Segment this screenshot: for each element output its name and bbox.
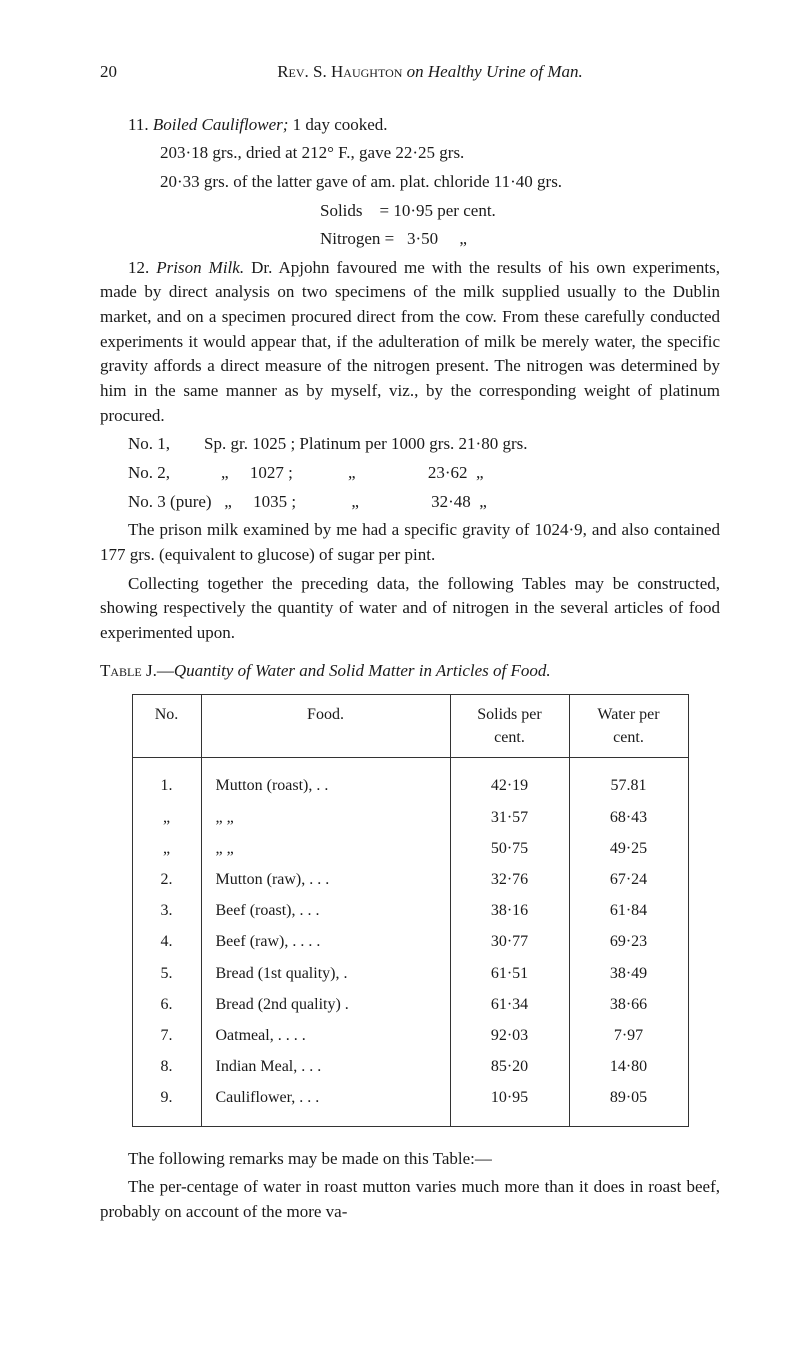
item-12-body: Dr. Apjohn favoured me with the results … [100, 258, 720, 425]
cell-water: 38·49 [569, 958, 688, 989]
cell-water: 14·80 [569, 1051, 688, 1082]
cell-solids: 10·95 [450, 1082, 569, 1126]
page-container: 20 Rev. S. Haughton on Healthy Urine of … [0, 0, 800, 1278]
item-11-name: Boiled Cauliflower; [153, 115, 289, 134]
running-header: 20 Rev. S. Haughton on Healthy Urine of … [100, 60, 720, 85]
table-caption: Table J.—Quantity of Water and Solid Mat… [100, 659, 720, 684]
cell-no: 1. [132, 758, 201, 802]
food-table: No. Food. Solids per cent. Water per cen… [132, 694, 689, 1126]
cell-food: Beef (roast), . . . [201, 895, 450, 926]
item-11-rest: 1 day cooked. [288, 115, 387, 134]
milk-para-2: The prison milk examined by me had a spe… [100, 518, 720, 567]
item-11-num: 11. [128, 115, 153, 134]
cell-water: 7·97 [569, 1020, 688, 1051]
table-row: 9. Cauliflower, . . . 10·95 89·05 [132, 1082, 688, 1126]
table-caption-prefix: Table J.— [100, 661, 174, 680]
cell-food: Bread (1st quality), . [201, 958, 450, 989]
cell-water: 68·43 [569, 802, 688, 833]
closing-para-1: The following remarks may be made on thi… [100, 1147, 720, 1172]
closing-para-2: The per-centage of water in roast mutton… [100, 1175, 720, 1224]
cell-food: Mutton (raw), . . . [201, 864, 450, 895]
table-row: 6. Bread (2nd quality) . 61·34 38·66 [132, 989, 688, 1020]
table-row: 7. Oatmeal, . . . . 92·03 7·97 [132, 1020, 688, 1051]
milk-row-2: No. 2, „ 1027 ; „ 23·62 „ [100, 461, 720, 486]
running-on: on [407, 62, 424, 81]
cell-water: 89·05 [569, 1082, 688, 1126]
cell-food: Oatmeal, . . . . [201, 1020, 450, 1051]
page-number: 20 [100, 60, 140, 85]
cell-solids: 85·20 [450, 1051, 569, 1082]
table-row: 2. Mutton (raw), . . . 32·76 67·24 [132, 864, 688, 895]
cell-solids: 42·19 [450, 758, 569, 802]
table-caption-rest: Quantity of Water and Solid Matter in Ar… [174, 661, 551, 680]
item-12: 12. Prison Milk. Dr. Apjohn favoured me … [100, 256, 720, 428]
cell-no: 2. [132, 864, 201, 895]
th-no: No. [132, 695, 201, 758]
table-row: 8. Indian Meal, . . . 85·20 14·80 [132, 1051, 688, 1082]
table-row: „ „ „ 31·57 68·43 [132, 802, 688, 833]
table-body: 1. Mutton (roast), . . 42·19 57.81 „ „ „… [132, 758, 688, 1126]
item-11-line3: 20·33 grs. of the latter gave of am. pla… [100, 170, 720, 195]
item-12-name: Prison Milk. [156, 258, 244, 277]
cell-water: 61·84 [569, 895, 688, 926]
cell-water: 69·23 [569, 926, 688, 957]
th-water: Water per cent. [569, 695, 688, 758]
table-header-row: No. Food. Solids per cent. Water per cen… [132, 695, 688, 758]
cell-food: „ „ [201, 802, 450, 833]
collect-para: Collecting together the preceding data, … [100, 572, 720, 646]
item-11-line4: Solids = 10·95 per cent. [320, 199, 720, 224]
table-row: 5. Bread (1st quality), . 61·51 38·49 [132, 958, 688, 989]
milk-row-1: No. 1, Sp. gr. 1025 ; Platinum per 1000 … [100, 432, 720, 457]
cell-solids: 32·76 [450, 864, 569, 895]
table-row: 3. Beef (roast), . . . 38·16 61·84 [132, 895, 688, 926]
cell-solids: 38·16 [450, 895, 569, 926]
cell-solids: 30·77 [450, 926, 569, 957]
th-food: Food. [201, 695, 450, 758]
cell-no: 3. [132, 895, 201, 926]
th-solids: Solids per cent. [450, 695, 569, 758]
cell-no: „ [132, 802, 201, 833]
cell-water: 57.81 [569, 758, 688, 802]
cell-no: 6. [132, 989, 201, 1020]
cell-food: Indian Meal, . . . [201, 1051, 450, 1082]
cell-food: Cauliflower, . . . [201, 1082, 450, 1126]
table-row: 1. Mutton (roast), . . 42·19 57.81 [132, 758, 688, 802]
cell-water: 67·24 [569, 864, 688, 895]
cell-no: 4. [132, 926, 201, 957]
cell-water: 49·25 [569, 833, 688, 864]
running-title: Rev. S. Haughton on Healthy Urine of Man… [140, 60, 720, 85]
cell-no: 5. [132, 958, 201, 989]
cell-solids: 61·51 [450, 958, 569, 989]
running-subject: Healthy Urine of Man. [428, 62, 583, 81]
table-row: 4. Beef (raw), . . . . 30·77 69·23 [132, 926, 688, 957]
cell-food: „ „ [201, 833, 450, 864]
cell-no: „ [132, 833, 201, 864]
item-11-line2: 203·18 grs., dried at 212° F., gave 22·2… [100, 141, 720, 166]
cell-solids: 50·75 [450, 833, 569, 864]
cell-food: Bread (2nd quality) . [201, 989, 450, 1020]
cell-water: 38·66 [569, 989, 688, 1020]
cell-solids: 61·34 [450, 989, 569, 1020]
milk-row-3: No. 3 (pure) „ 1035 ; „ 32·48 „ [100, 490, 720, 515]
cell-food: Mutton (roast), . . [201, 758, 450, 802]
item-11: 11. Boiled Cauliflower; 1 day cooked. [100, 113, 720, 138]
cell-no: 9. [132, 1082, 201, 1126]
cell-food: Beef (raw), . . . . [201, 926, 450, 957]
cell-no: 8. [132, 1051, 201, 1082]
author-name: Rev. S. Haughton [277, 62, 402, 81]
item-11-line5: Nitrogen = 3·50 „ [320, 227, 720, 252]
item-12-num: 12. [128, 258, 156, 277]
table-row: „ „ „ 50·75 49·25 [132, 833, 688, 864]
cell-solids: 92·03 [450, 1020, 569, 1051]
cell-no: 7. [132, 1020, 201, 1051]
cell-solids: 31·57 [450, 802, 569, 833]
